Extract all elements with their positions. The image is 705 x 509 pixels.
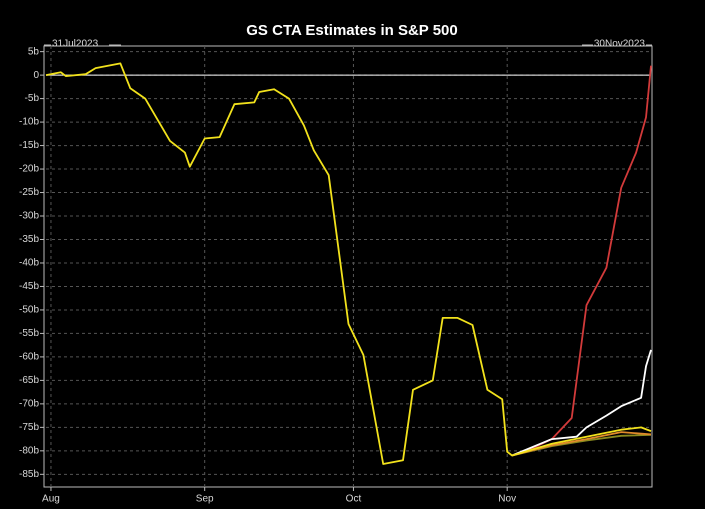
x-tick-label: Sep: [196, 494, 214, 505]
y-tick-label: -85b: [19, 469, 39, 480]
y-tick-label: -45b: [19, 281, 39, 292]
y-tick-label: -30b: [19, 211, 39, 222]
y-tick-label: -20b: [19, 164, 39, 175]
y-tick-label: -55b: [19, 328, 39, 339]
y-tick-label: -60b: [19, 352, 39, 363]
x-tick-label: Oct: [346, 494, 362, 505]
y-tick-label: 0: [33, 70, 39, 81]
y-tick-label: -10b: [19, 117, 39, 128]
annotation: 30Nov2023: [594, 39, 646, 50]
y-tick-label: -15b: [19, 140, 39, 151]
y-tick-label: -70b: [19, 399, 39, 410]
y-tick-label: -25b: [19, 187, 39, 198]
series-line: [511, 349, 652, 457]
y-tick-label: -80b: [19, 445, 39, 456]
y-tick-label: -40b: [19, 258, 39, 269]
x-tick-label: Nov: [498, 494, 516, 505]
chart-title: GS CTA Estimates in S&P 500: [246, 22, 457, 39]
series-line: [45, 62, 652, 465]
y-tick-label: 5b: [28, 46, 40, 57]
annotation: 31Jul2023: [52, 39, 99, 50]
y-tick-label: -35b: [19, 234, 39, 245]
y-tick-label: -50b: [19, 305, 39, 316]
y-tick-label: -65b: [19, 375, 39, 386]
plot-frame: [43, 45, 653, 488]
y-tick-label: -5b: [25, 93, 40, 104]
y-tick-label: -75b: [19, 422, 39, 433]
x-tick-label: Aug: [42, 494, 60, 505]
